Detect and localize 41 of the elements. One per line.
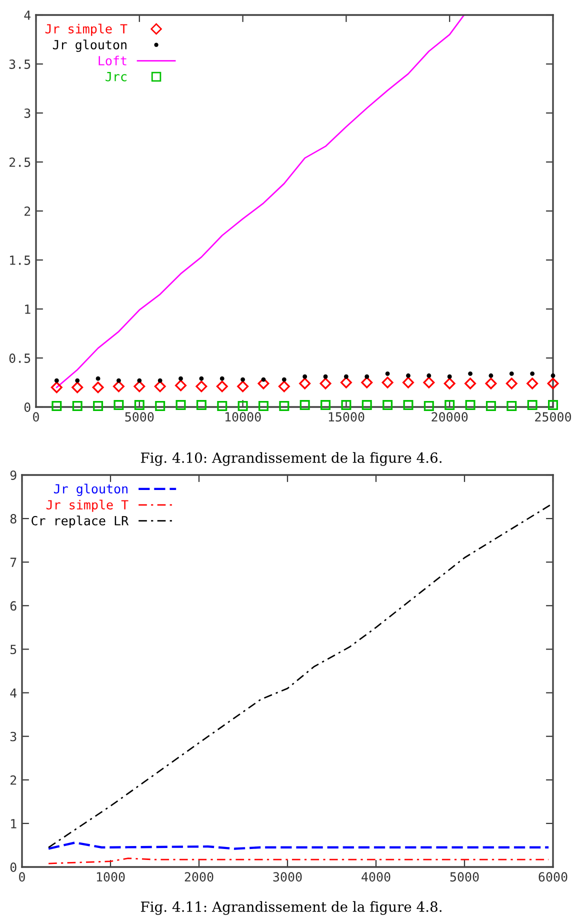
x-tick-label: 15000 (328, 412, 364, 422)
y-tick-label: 3.5 (9, 60, 30, 69)
x-tick-label: 1000 (96, 872, 125, 882)
x-tick-label: 2000 (184, 872, 214, 882)
legend-label: Jr glouton (52, 40, 126, 52)
y-tick-label: 0 (24, 402, 30, 412)
legend-label: Jrc (106, 72, 126, 82)
y-tick-label: 5 (10, 644, 16, 654)
legend-label: Loft (98, 56, 126, 66)
caption: Fig. 4.10: Agrandissement de la figure 4.6. (140, 452, 442, 466)
y-tick-label: 0.5 (9, 354, 30, 363)
legend-label: Jr glouton (54, 484, 128, 496)
y-tick-label: 0 (10, 862, 16, 872)
y-tick-label: 7 (10, 558, 16, 567)
legend-label: Jr simple T (46, 500, 128, 512)
x-tick-label: 10000 (225, 412, 261, 422)
y-tick-label: 4 (10, 688, 17, 698)
x-tick-label: 6000 (538, 872, 568, 882)
legend-label: Jr simple T (45, 24, 128, 36)
x-tick-label: 5000 (125, 412, 154, 422)
y-tick-label: 2 (24, 206, 30, 216)
x-tick-label: 20000 (432, 412, 468, 422)
y-tick-label: 2 (10, 775, 16, 785)
x-tick-label: 3000 (273, 872, 302, 882)
y-tick-label: 1 (11, 819, 16, 828)
x-tick-label: 0 (33, 412, 39, 422)
x-tick-label: 4000 (362, 872, 390, 882)
y-tick-label: 9 (10, 470, 16, 480)
y-tick-label: 1 (25, 304, 30, 314)
y-tick-label: 8 (10, 514, 16, 524)
x-tick-label: 5000 (450, 872, 479, 882)
y-tick-label: 3 (24, 108, 30, 118)
y-tick-label: 3 (10, 732, 16, 742)
y-tick-label: 1.5 (10, 256, 30, 265)
caption: Fig. 4.11: Agrandissement de la figure 4.8. (140, 901, 442, 915)
x-tick-label: 25000 (535, 412, 572, 422)
y-tick-label: 4 (24, 10, 31, 20)
legend-label: Cr replace LR (32, 516, 129, 528)
y-tick-label: 6 (10, 601, 16, 611)
line-series (47, 842, 550, 850)
y-tick-label: 2.5 (9, 158, 30, 167)
